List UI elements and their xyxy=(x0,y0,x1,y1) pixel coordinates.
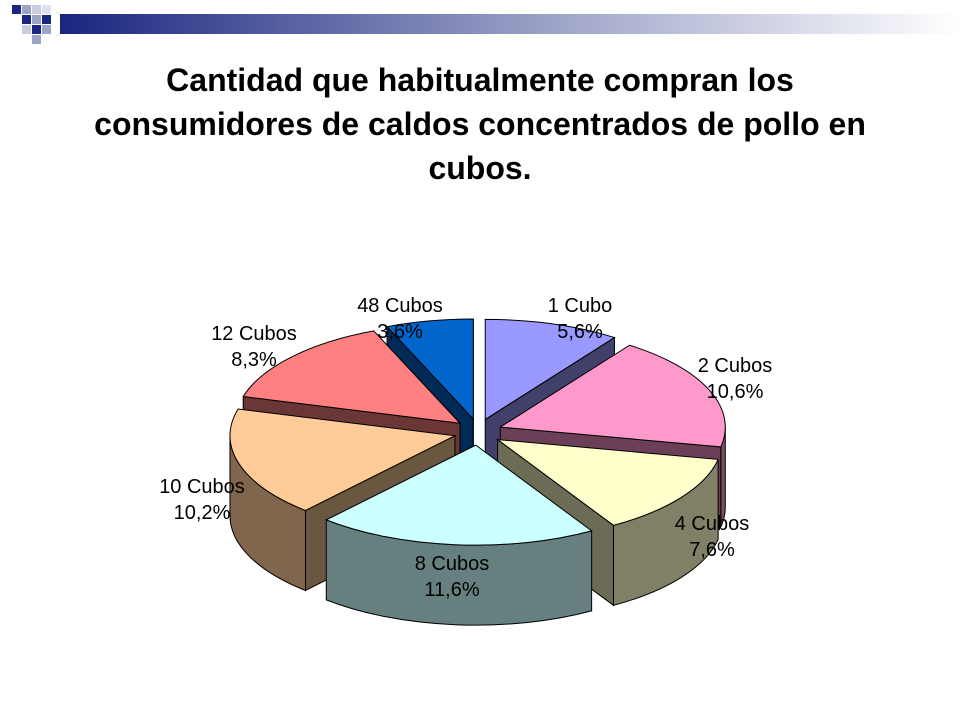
pie-slice-top xyxy=(229,408,457,512)
pie-slice xyxy=(325,444,593,626)
chart-title: Cantidad que habitualmente compran los c… xyxy=(94,62,866,186)
slice-value-label: 8,3% xyxy=(231,349,277,371)
deco-square xyxy=(32,35,41,44)
deco-square xyxy=(42,5,51,14)
pie-slice-top xyxy=(495,438,719,526)
slice-label: 48 Cubos xyxy=(357,295,443,317)
slice-value-label: 7,6% xyxy=(689,539,735,561)
title-bar-gradient xyxy=(60,14,960,34)
slice-value-label: 5,6% xyxy=(557,321,603,343)
slice-label: 10 Cubos xyxy=(159,476,245,498)
deco-square xyxy=(32,15,41,24)
slice-value-label: 3,6% xyxy=(377,321,423,343)
slice-value-label: 10,2% xyxy=(174,502,231,524)
deco-square xyxy=(32,5,41,14)
slice-label: 1 Cubo xyxy=(548,295,613,317)
pie-slice-top xyxy=(498,344,726,448)
pie-slice-top xyxy=(325,444,593,546)
deco-square xyxy=(22,25,31,34)
slice-label: 4 Cubos xyxy=(675,513,750,535)
pie-slice-top xyxy=(484,318,616,421)
slice-label: 2 Cubos xyxy=(698,355,773,377)
deco-square xyxy=(22,5,31,14)
deco-square xyxy=(22,15,31,24)
pie-slice-top xyxy=(386,318,474,421)
deco-square xyxy=(32,25,41,34)
deco-square xyxy=(12,5,21,14)
slide-decoration xyxy=(12,5,960,44)
deco-square xyxy=(42,15,51,24)
slice-label: 12 Cubos xyxy=(211,323,297,345)
slice-value-label: 10,6% xyxy=(707,381,764,403)
pie-slice-top xyxy=(242,330,462,424)
slice-label: 8 Cubos xyxy=(415,553,490,575)
deco-square xyxy=(42,25,51,34)
slice-value-label: 11,6% xyxy=(424,579,479,601)
